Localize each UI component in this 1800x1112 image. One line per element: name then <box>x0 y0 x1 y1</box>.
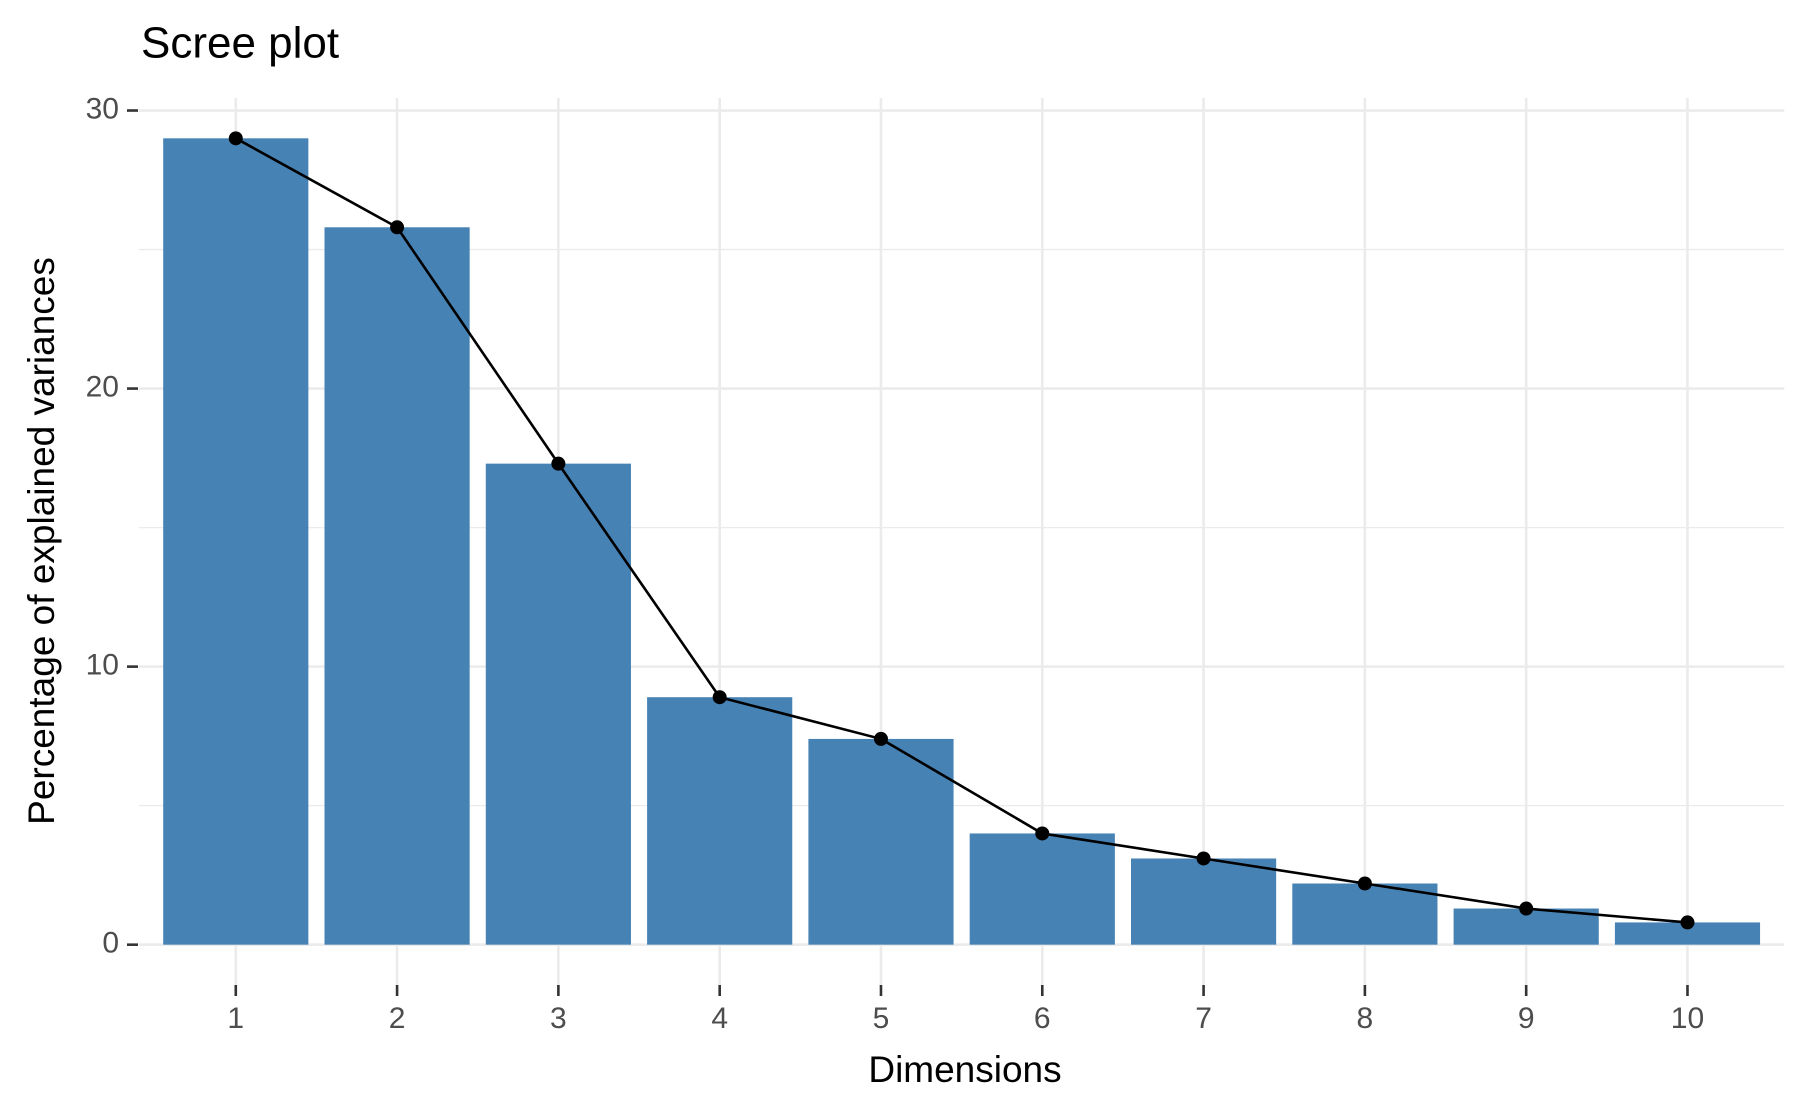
point <box>1035 826 1050 841</box>
line <box>235 137 1688 924</box>
x-tick-label: 8 <box>1357 1002 1374 1035</box>
chart-title: Scree plot <box>141 19 339 68</box>
y-axis-title: Percentage of explained variances <box>21 257 62 825</box>
point <box>1357 876 1372 891</box>
y-tick-label: 30 <box>86 92 119 125</box>
x-tick-label: 6 <box>1034 1002 1051 1035</box>
point <box>1519 901 1534 916</box>
y-tick-label: 20 <box>86 370 119 403</box>
point <box>228 131 243 146</box>
x-tick-label: 9 <box>1518 1002 1535 1035</box>
point <box>1680 915 1695 930</box>
point <box>390 220 405 235</box>
bar <box>647 697 793 945</box>
y-tick-label: 10 <box>86 649 119 682</box>
x-axis-title: Dimensions <box>868 1049 1061 1090</box>
bar <box>1292 883 1438 945</box>
bar <box>1130 858 1277 945</box>
x-tick-label: 5 <box>873 1002 890 1035</box>
bar <box>1614 922 1761 945</box>
x-tick-label: 7 <box>1195 1002 1212 1035</box>
bar <box>163 138 309 945</box>
bar <box>324 227 470 945</box>
bar <box>969 833 1115 945</box>
point <box>1196 851 1211 866</box>
y-tick-label: 0 <box>102 927 119 960</box>
x-tick-label: 1 <box>227 1002 244 1035</box>
bar <box>808 738 954 945</box>
x-tick-label: 10 <box>1671 1002 1704 1035</box>
point <box>712 690 727 705</box>
x-tick-label: 2 <box>389 1002 406 1035</box>
x-tick-label: 3 <box>550 1002 567 1035</box>
point <box>873 731 888 746</box>
point <box>551 456 566 471</box>
x-tick-label: 4 <box>711 1002 728 1035</box>
bar <box>485 463 631 945</box>
